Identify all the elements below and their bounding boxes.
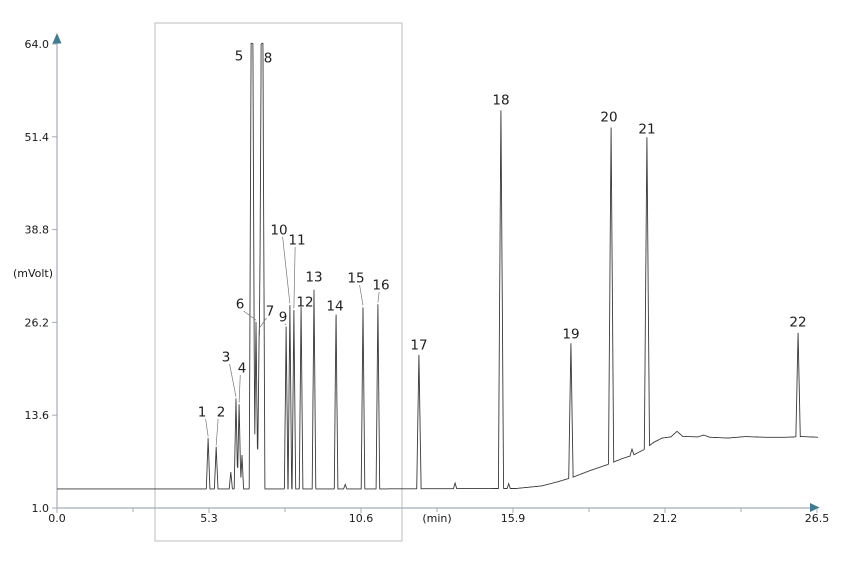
y-tick-label: 26.2	[25, 316, 50, 329]
y-axis-unit-label: (mVolt)	[13, 267, 53, 280]
peak-label-2: 2	[217, 405, 226, 421]
x-axis-arrow-icon	[810, 503, 820, 512]
peak-leader-line-4	[238, 374, 241, 403]
peak-label-5: 5	[235, 49, 244, 65]
peak-leader-line-7	[258, 317, 267, 329]
peak-label-21: 21	[638, 122, 655, 138]
peak-leader-line-16	[377, 291, 380, 303]
x-tick-label: 10.6	[349, 512, 374, 525]
peak-leader-line-6	[243, 310, 257, 321]
peak-leader-line-3	[229, 363, 237, 397]
peak-label-4: 4	[238, 361, 247, 377]
peak-label-20: 20	[600, 110, 617, 126]
peak-label-22: 22	[789, 315, 806, 331]
peak-leader-line-9	[284, 323, 287, 325]
peak-label-12: 12	[296, 295, 313, 311]
selection-box[interactable]	[154, 22, 403, 542]
peak-label-9: 9	[279, 310, 288, 326]
chromatogram-trace	[57, 42, 819, 490]
x-axis-ticks: 0.0 5.3 10.6 15.9 21.2 26.5	[48, 508, 829, 525]
axes	[52, 33, 820, 512]
y-tick-label: 38.8	[25, 224, 50, 237]
peak-leader-line-15	[359, 284, 364, 306]
peak-label-6: 6	[236, 297, 245, 313]
y-axis-ticks: 1.0 13.6 26.2 38.8 51.4 64.0	[25, 38, 57, 515]
y-axis-arrow-icon	[52, 33, 62, 44]
x-tick-label: 5.3	[200, 512, 218, 525]
peak-leader-line-10	[282, 236, 291, 304]
x-tick-label: 21.2	[653, 512, 678, 525]
y-tick-label: 13.6	[25, 409, 50, 422]
peak-leader-lines	[205, 236, 380, 446]
peak-label-7: 7	[266, 304, 275, 320]
y-tick-label: 64.0	[25, 38, 50, 51]
peak-label-11: 11	[288, 233, 305, 249]
peak-label-15: 15	[347, 271, 364, 287]
peak-leader-line-2	[215, 418, 219, 446]
x-tick-label: 15.9	[501, 512, 526, 525]
y-tick-label: 51.4	[25, 131, 50, 144]
peak-label-16: 16	[372, 278, 389, 294]
peak-label-18: 18	[492, 93, 509, 109]
peak-label-14: 14	[326, 299, 343, 315]
x-tick-label: 0.0	[48, 512, 66, 525]
peak-label-1: 1	[198, 405, 207, 421]
peak-label-13: 13	[305, 270, 322, 286]
peak-label-19: 19	[562, 327, 579, 343]
peak-leader-line-11	[293, 246, 296, 309]
x-tick-label: 26.5	[805, 512, 830, 525]
peak-label-8: 8	[264, 51, 273, 67]
peak-leader-line-1	[205, 418, 209, 437]
peak-label-10: 10	[270, 223, 287, 239]
x-axis-unit-label: (min)	[422, 512, 451, 525]
y-tick-label: 1.0	[32, 502, 50, 515]
peak-label-17: 17	[410, 338, 427, 354]
peak-label-3: 3	[222, 350, 231, 366]
